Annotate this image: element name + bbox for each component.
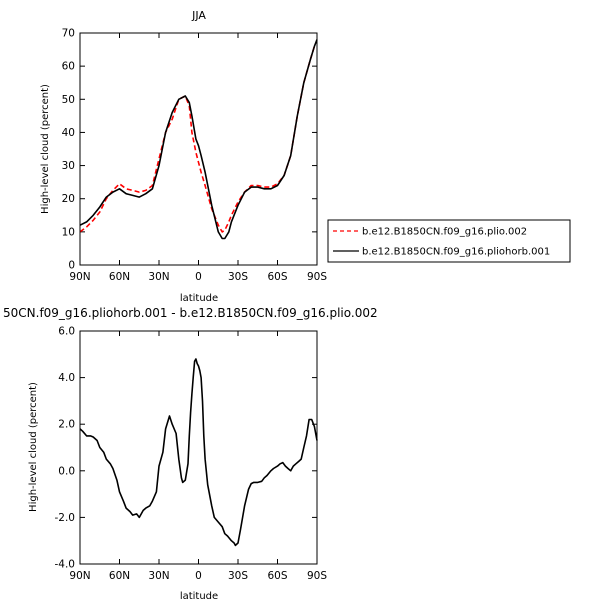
top-x-tick-labels: 90N 60N 30N 0 30S 60S 90S	[69, 271, 327, 283]
top-x-tick-label: 90S	[307, 271, 327, 283]
bottom-x-tick-label: 90N	[69, 570, 90, 582]
top-y-tick-label: 60	[62, 61, 75, 73]
bottom-x-tick-label: 30S	[228, 570, 248, 582]
bottom-x-tick-label: 30N	[148, 570, 169, 582]
bottom-y-tick-label: -4.0	[55, 559, 76, 571]
top-y-tick-label: 40	[62, 127, 75, 139]
top-x-tick-label: 30N	[148, 271, 169, 283]
bottom-x-tick-labels: 90N 60N 30N 0 30S 60S 90S	[69, 570, 327, 582]
legend-label-pliohorb-001: b.e12.B1850CN.f09_g16.pliohorb.001	[362, 247, 550, 258]
bottom-panel: 50CN.f09_g16.pliohorb.001 - b.e12.B1850C…	[3, 306, 378, 602]
top-y-tick-label: 70	[62, 28, 75, 40]
bottom-plot-frame	[79, 330, 318, 565]
bottom-x-tick-label: 60S	[267, 570, 287, 582]
top-y-tick-label: 10	[62, 226, 75, 238]
top-series-lines	[79, 39, 318, 240]
bottom-x-tick-label: 60N	[109, 570, 130, 582]
top-x-tick-label: 30S	[228, 271, 248, 283]
legend-box	[327, 219, 571, 263]
top-x-axis-label: latitude	[180, 293, 218, 304]
top-chart-title: JJA	[191, 9, 206, 22]
bottom-series-line-0	[79, 358, 318, 547]
bottom-y-tick-label: 0.0	[58, 465, 75, 477]
top-y-tick-labels: 0 10 20 30 40 50 60 70	[62, 28, 75, 272]
top-y-tick-label: 50	[62, 94, 75, 106]
top-x-tick-label: 60S	[267, 271, 287, 283]
bottom-y-tick-label: -2.0	[55, 512, 76, 524]
bottom-y-tick-label: 6.0	[58, 326, 75, 338]
top-series-line-0	[79, 45, 317, 233]
top-y-tick-label: 30	[62, 160, 75, 172]
top-y-tick-label: 0	[68, 260, 75, 272]
top-plot-frame	[79, 32, 318, 266]
bottom-x-axis-label: latitude	[180, 591, 218, 602]
legend-label-plio-002: b.e12.B1850CN.f09_g16.plio.002	[362, 227, 527, 238]
bottom-y-tick-label: 4.0	[58, 372, 75, 384]
top-x-tick-label: 60N	[109, 271, 130, 283]
top-x-tick-label: 90N	[69, 271, 90, 283]
legend: b.e12.B1850CN.f09_g16.plio.002 b.e12.B18…	[327, 219, 571, 263]
bottom-x-tick-label: 90S	[307, 570, 327, 582]
top-x-tick-label: 0	[195, 271, 202, 283]
bottom-x-tick-label: 0	[195, 570, 202, 582]
top-tick-marks	[79, 32, 318, 266]
top-y-tick-label: 20	[62, 193, 75, 205]
top-y-axis-label: High-level cloud (percent)	[40, 84, 51, 214]
bottom-y-tick-label: 2.0	[58, 419, 75, 431]
bottom-y-tick-labels: -4.0 -2.0 0.0 2.0 4.0 6.0	[55, 326, 76, 571]
bottom-chart-title: 50CN.f09_g16.pliohorb.001 - b.e12.B1850C…	[3, 306, 378, 320]
bottom-y-axis-label: High-level cloud (percent)	[28, 382, 39, 512]
bottom-series-lines	[79, 358, 318, 547]
top-series-line-1	[79, 39, 318, 240]
